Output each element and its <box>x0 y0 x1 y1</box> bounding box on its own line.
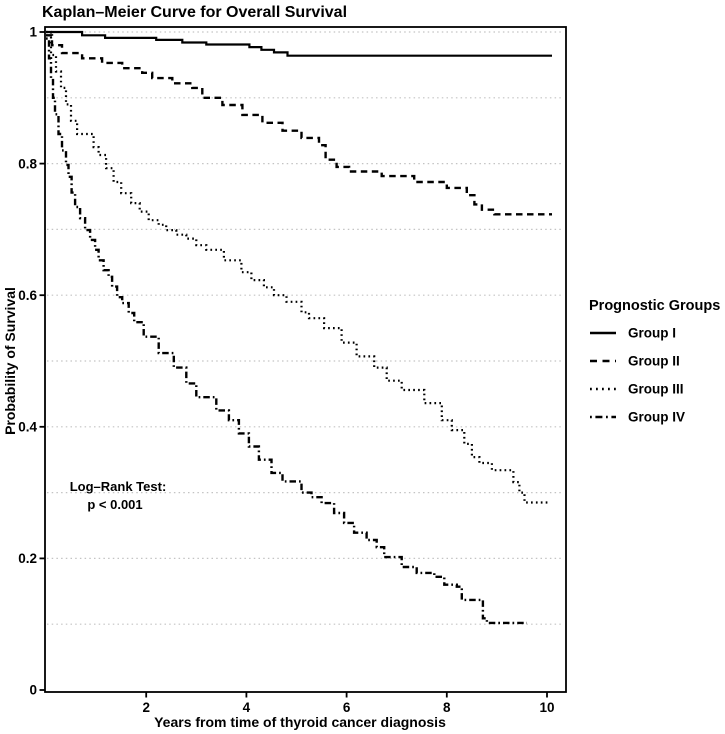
legend-title: Prognostic Groups <box>589 298 720 314</box>
x-tick-label-4: 4 <box>243 700 251 715</box>
legend-item-group-ii: Group II <box>590 354 680 369</box>
curve-group-iii <box>46 30 550 504</box>
legend-label: Group II <box>628 354 680 369</box>
legend-label: Group I <box>628 326 676 341</box>
x-axis: 2 4 6 8 10 <box>142 692 555 715</box>
y-tick-label-0.2: 0.2 <box>18 551 37 566</box>
y-axis-label: Probability of Survival <box>2 287 18 435</box>
legend-item-group-i: Group I <box>590 326 676 341</box>
x-axis-label: Years from time of thyroid cancer diagno… <box>154 714 446 730</box>
x-tick-label-8: 8 <box>443 700 451 715</box>
y-tick-label-0.4: 0.4 <box>18 420 37 435</box>
y-axis: 0 0.2 0.4 0.6 0.8 1 <box>18 25 45 698</box>
legend-items: Group I Group II Group III Group IV <box>590 326 685 425</box>
x-tick-label-2: 2 <box>142 700 150 715</box>
y-tick-label-1: 1 <box>29 25 37 40</box>
p-value-line: p < 0.001 <box>87 497 142 512</box>
y-tick-label-0.8: 0.8 <box>18 156 37 171</box>
curve-group-iv <box>46 37 527 625</box>
curve-group-ii <box>46 34 552 216</box>
legend-item-group-iii: Group III <box>590 382 684 397</box>
y-tick-label-0: 0 <box>29 683 37 698</box>
legend-label: Group III <box>628 382 684 397</box>
legend-item-group-iv: Group IV <box>590 410 685 425</box>
x-tick-label-6: 6 <box>343 700 351 715</box>
y-tick-label-0.6: 0.6 <box>18 288 37 303</box>
curve-group-i <box>46 30 552 57</box>
logrank-test-line: Log–Rank Test: <box>70 479 167 494</box>
gridlines <box>47 31 564 625</box>
logrank-annotation: Log–Rank Test: p < 0.001 <box>70 479 167 512</box>
chart-title: Kaplan–Meier Curve for Overall Survival <box>42 4 347 21</box>
plot-frame <box>44 26 567 693</box>
x-tick-label-10: 10 <box>539 700 554 715</box>
legend-label: Group IV <box>628 410 685 425</box>
survival-curves <box>46 30 552 625</box>
